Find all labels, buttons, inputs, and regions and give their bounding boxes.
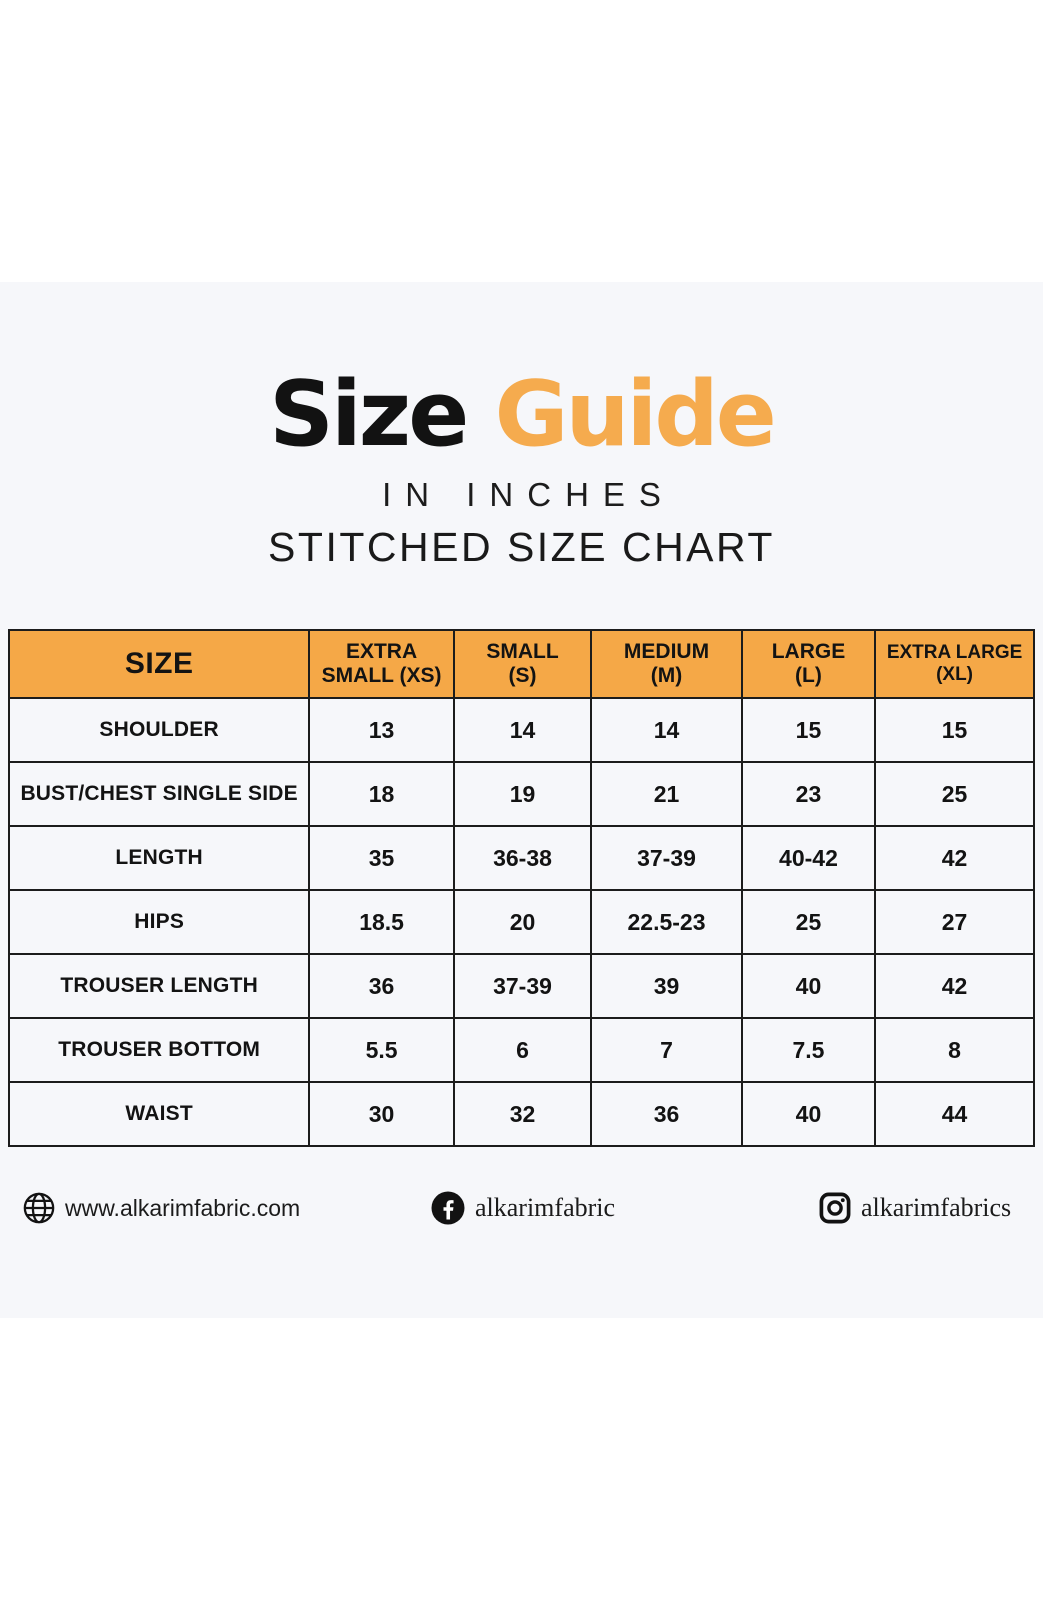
table-cell: 27: [874, 889, 1035, 955]
header-medium: MEDIUM (M): [590, 629, 743, 699]
table-cell: 20: [452, 889, 593, 955]
row-label: TROUSER LENGTH: [7, 953, 311, 1019]
row-label: LENGTH: [7, 825, 311, 891]
table-cell: 14: [452, 697, 593, 763]
table-cell: 14: [590, 697, 743, 763]
table-cell: 23: [740, 761, 877, 827]
table-row-shoulder: SHOULDER 13 14 14 15 15: [7, 697, 1035, 763]
header-extra-small: EXTRA SMALL (XS): [308, 629, 455, 699]
subtitle-stitched-size-chart: STITCHED SIZE CHART: [268, 524, 775, 570]
table-cell: 39: [590, 953, 743, 1019]
row-label: HIPS: [7, 889, 311, 955]
row-label: WAIST: [7, 1081, 311, 1147]
table-cell: 36: [308, 953, 455, 1019]
table-row-trouser-bottom: TROUSER BOTTOM 5.5 6 7 7.5 8: [7, 1017, 1035, 1083]
table-cell: 32: [452, 1081, 593, 1147]
header-extra-large: EXTRA LARGE (XL): [874, 629, 1035, 699]
table-cell: 5.5: [308, 1017, 455, 1083]
table-cell: 42: [874, 953, 1035, 1019]
table-cell: 18: [308, 761, 455, 827]
table-cell: 6: [452, 1017, 593, 1083]
table-cell: 30: [308, 1081, 455, 1147]
title-block: Size Guide IN INCHES STITCHED SIZE CHART: [0, 282, 1043, 571]
table-row-bust-chest: BUST/CHEST SINGLE SIDE 18 19 21 23 25: [7, 761, 1035, 827]
table-cell: 15: [874, 697, 1035, 763]
table-cell: 37-39: [590, 825, 743, 891]
table-header-row: SIZE EXTRA SMALL (XS) SMALL (S) MEDIUM (…: [7, 629, 1035, 699]
globe-icon: [22, 1191, 56, 1225]
title-word-size: Size: [269, 362, 469, 467]
table-cell: 42: [874, 825, 1035, 891]
table-cell: 44: [874, 1081, 1035, 1147]
instagram-link-group: alkarimfabrics: [818, 1188, 1011, 1228]
table-row-waist: WAIST 30 32 36 40 44: [7, 1081, 1035, 1147]
row-label: BUST/CHEST SINGLE SIDE: [7, 761, 311, 827]
table-cell: 36: [590, 1081, 743, 1147]
table-row-trouser-length: TROUSER LENGTH 36 37-39 39 40 42: [7, 953, 1035, 1019]
page-title: Size Guide: [0, 370, 1043, 460]
facebook-link-group: alkarimfabric: [430, 1188, 615, 1228]
table-cell: 25: [740, 889, 877, 955]
table-cell: 7.5: [740, 1017, 877, 1083]
table-cell: 37-39: [452, 953, 593, 1019]
footer: www.alkarimfabric.com alkarimfabric alka…: [0, 1188, 1043, 1228]
table-cell: 40: [740, 953, 877, 1019]
row-label: SHOULDER: [7, 697, 311, 763]
table-cell: 7: [590, 1017, 743, 1083]
table-cell: 25: [874, 761, 1035, 827]
table-cell: 13: [308, 697, 455, 763]
table-cell: 40-42: [740, 825, 877, 891]
facebook-handle: alkarimfabric: [475, 1193, 616, 1222]
table-cell: 21: [590, 761, 743, 827]
title-word-guide: Guide: [494, 362, 777, 467]
header-small: SMALL (S): [452, 629, 593, 699]
table-cell: 18.5: [308, 889, 455, 955]
facebook-icon: [430, 1190, 466, 1226]
website-link-group: www.alkarimfabric.com: [22, 1188, 300, 1228]
table-cell: 36-38: [452, 825, 593, 891]
table-cell: 8: [874, 1017, 1035, 1083]
table-cell: 22.5-23: [590, 889, 743, 955]
instagram-icon: [818, 1191, 852, 1225]
table-row-hips: HIPS 18.5 20 22.5-23 25 27: [7, 889, 1035, 955]
row-label: TROUSER BOTTOM: [7, 1017, 311, 1083]
instagram-handle: alkarimfabrics: [861, 1193, 1012, 1222]
subtitle-in-inches: IN INCHES: [382, 476, 675, 513]
table-row-length: LENGTH 35 36-38 37-39 40-42 42: [7, 825, 1035, 891]
size-chart-table: SIZE EXTRA SMALL (XS) SMALL (S) MEDIUM (…: [7, 629, 1035, 1147]
table-cell: 19: [452, 761, 593, 827]
table-cell: 40: [740, 1081, 877, 1147]
header-large: LARGE (L): [740, 629, 877, 699]
header-size: SIZE: [7, 629, 311, 699]
table-cell: 35: [308, 825, 455, 891]
website-url: www.alkarimfabric.com: [65, 1194, 301, 1221]
table-cell: 15: [740, 697, 877, 763]
